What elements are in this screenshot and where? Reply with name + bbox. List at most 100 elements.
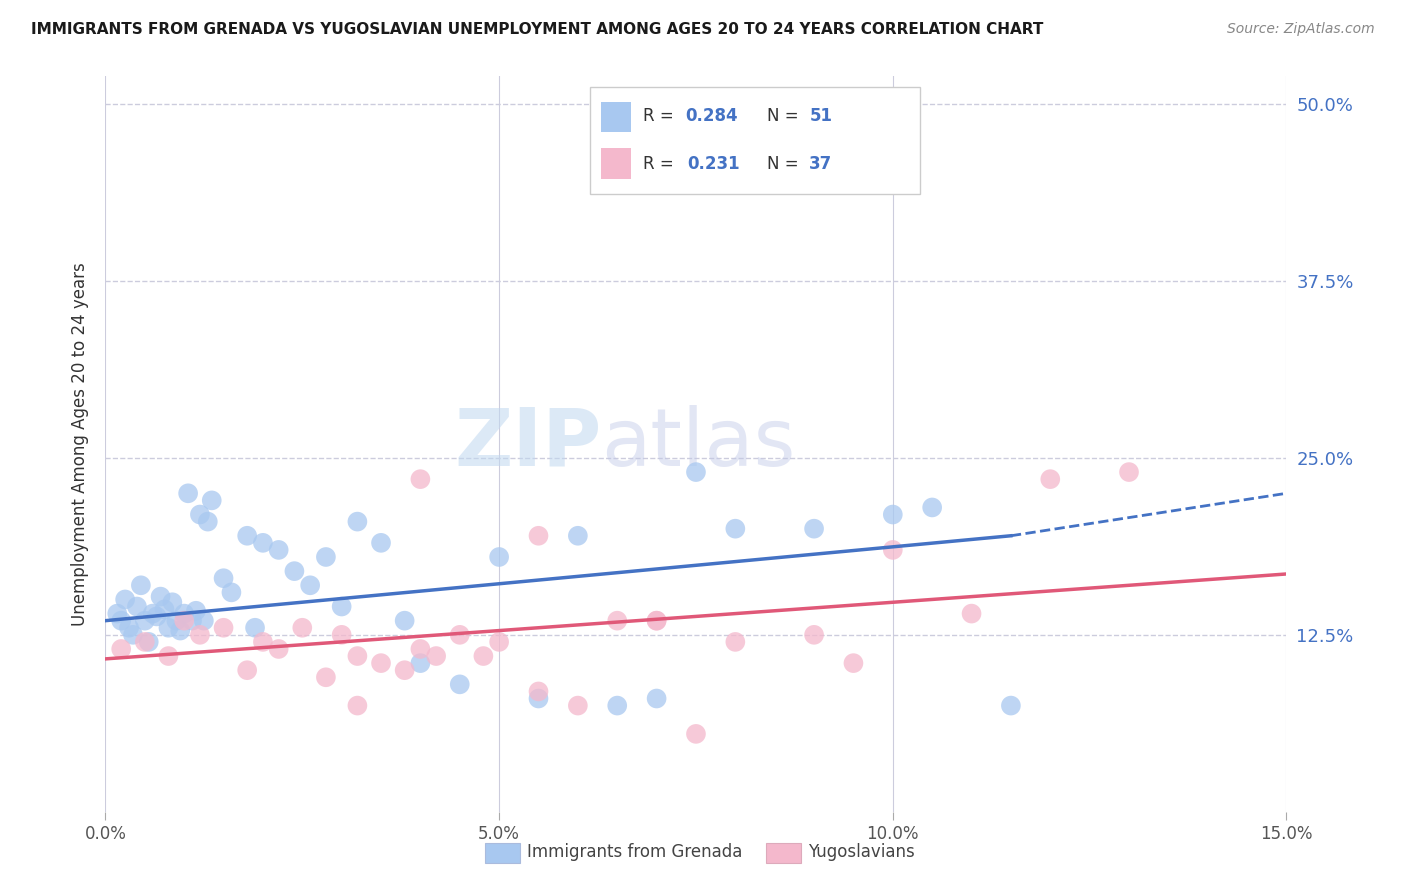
- Point: [110, 642, 132, 657]
- Point: [267, 642, 290, 657]
- Point: [685, 465, 707, 479]
- Point: [472, 648, 495, 663]
- Point: [1039, 472, 1062, 486]
- Point: [409, 656, 432, 670]
- Text: Yugoslavians: Yugoslavians: [808, 843, 915, 861]
- Point: [142, 607, 165, 621]
- Text: ZIP: ZIP: [454, 405, 602, 483]
- Point: [803, 628, 825, 642]
- Point: [149, 590, 172, 604]
- Point: [197, 515, 219, 529]
- Point: [169, 624, 191, 638]
- Point: [645, 614, 668, 628]
- Text: Immigrants from Grenada: Immigrants from Grenada: [527, 843, 742, 861]
- Point: [346, 515, 368, 529]
- Point: [724, 522, 747, 536]
- Point: [645, 691, 668, 706]
- Point: [346, 698, 368, 713]
- Point: [243, 621, 266, 635]
- Point: [567, 529, 589, 543]
- Point: [118, 621, 141, 635]
- Text: 51: 51: [810, 107, 832, 125]
- Point: [960, 607, 983, 621]
- Point: [267, 542, 290, 557]
- Point: [221, 585, 243, 599]
- Point: [449, 677, 471, 691]
- Point: [134, 614, 156, 628]
- Point: [236, 663, 259, 677]
- Point: [346, 648, 368, 663]
- Point: [409, 472, 432, 486]
- Text: atlas: atlas: [602, 405, 796, 483]
- Point: [153, 602, 176, 616]
- Point: [370, 656, 392, 670]
- Point: [212, 621, 235, 635]
- Point: [394, 663, 416, 677]
- Text: N =: N =: [766, 107, 804, 125]
- Point: [488, 549, 510, 564]
- Point: [394, 614, 416, 628]
- Point: [527, 691, 550, 706]
- Point: [724, 635, 747, 649]
- Point: [330, 628, 353, 642]
- Point: [252, 635, 274, 649]
- Text: N =: N =: [766, 155, 804, 173]
- Point: [201, 493, 224, 508]
- Point: [299, 578, 322, 592]
- Point: [527, 529, 550, 543]
- Point: [122, 628, 145, 642]
- Point: [606, 698, 628, 713]
- Text: 37: 37: [810, 155, 832, 173]
- Point: [330, 599, 353, 614]
- Point: [188, 628, 211, 642]
- Point: [1118, 465, 1140, 479]
- Point: [173, 607, 195, 621]
- Text: R =: R =: [643, 107, 679, 125]
- Point: [181, 614, 204, 628]
- Point: [110, 614, 132, 628]
- Point: [645, 614, 668, 628]
- Point: [177, 486, 200, 500]
- Text: R =: R =: [643, 155, 685, 173]
- Point: [1000, 698, 1022, 713]
- Point: [606, 614, 628, 628]
- Point: [165, 614, 187, 628]
- Point: [803, 522, 825, 536]
- Point: [567, 698, 589, 713]
- FancyBboxPatch shape: [602, 148, 631, 178]
- Point: [283, 564, 305, 578]
- Point: [129, 578, 152, 592]
- Point: [630, 168, 652, 182]
- Point: [488, 635, 510, 649]
- Point: [527, 684, 550, 698]
- Point: [315, 670, 337, 684]
- Point: [236, 529, 259, 543]
- Point: [134, 635, 156, 649]
- Point: [193, 614, 215, 628]
- FancyBboxPatch shape: [602, 102, 631, 133]
- Point: [105, 607, 128, 621]
- Point: [184, 604, 207, 618]
- Point: [882, 542, 904, 557]
- Point: [315, 549, 337, 564]
- Y-axis label: Unemployment Among Ages 20 to 24 years: Unemployment Among Ages 20 to 24 years: [70, 262, 89, 625]
- Point: [291, 621, 314, 635]
- Point: [921, 500, 943, 515]
- Point: [842, 656, 865, 670]
- Point: [252, 536, 274, 550]
- Point: [157, 621, 180, 635]
- Point: [125, 599, 148, 614]
- Text: IMMIGRANTS FROM GRENADA VS YUGOSLAVIAN UNEMPLOYMENT AMONG AGES 20 TO 24 YEARS CO: IMMIGRANTS FROM GRENADA VS YUGOSLAVIAN U…: [31, 22, 1043, 37]
- Point: [425, 648, 447, 663]
- Point: [370, 536, 392, 550]
- Point: [173, 614, 195, 628]
- Point: [138, 635, 160, 649]
- Point: [449, 628, 471, 642]
- Text: Source: ZipAtlas.com: Source: ZipAtlas.com: [1227, 22, 1375, 37]
- Point: [114, 592, 136, 607]
- Point: [157, 648, 180, 663]
- Point: [162, 595, 184, 609]
- Point: [188, 508, 211, 522]
- Text: 0.284: 0.284: [685, 107, 738, 125]
- Point: [685, 727, 707, 741]
